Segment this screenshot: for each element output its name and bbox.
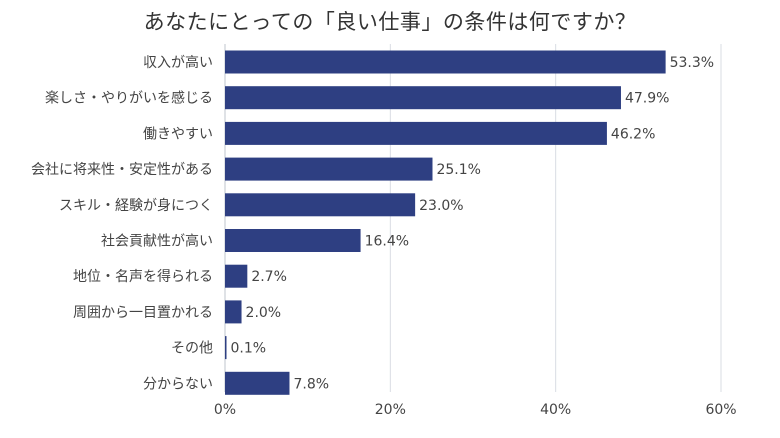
bar (225, 336, 227, 360)
category-label: 分からない (143, 376, 213, 392)
category-label: 周囲から一目置かれる (73, 305, 213, 321)
x-tick-label: 20% (375, 402, 406, 418)
bar (225, 264, 248, 288)
category-label: 社会貢献性が高い (101, 233, 213, 250)
bar (225, 86, 621, 110)
category-label: 地位・名声を得られる (73, 268, 213, 285)
category-label: その他 (171, 341, 213, 357)
x-tick-label: 60% (705, 402, 736, 418)
data-label: 25.1% (436, 162, 480, 178)
data-label: 7.8% (293, 376, 329, 392)
bar (225, 229, 361, 252)
bar (225, 371, 290, 395)
data-label: 53.3% (670, 55, 714, 71)
bar (225, 193, 416, 217)
x-tick-label: 40% (540, 402, 571, 418)
category-label: 収入が高い (143, 54, 213, 71)
bar (225, 300, 242, 324)
bar (225, 50, 666, 74)
category-label: スキル・経験が身につく (59, 198, 213, 214)
data-label: 46.2% (611, 126, 655, 142)
category-label: 会社に将来性・安定性がある (31, 162, 213, 178)
bar (225, 157, 433, 181)
data-label: 47.9% (625, 91, 669, 107)
data-label: 23.0% (419, 198, 463, 214)
category-label: 働きやすい (143, 126, 213, 142)
category-label: 楽しさ・やりがいを感じる (45, 90, 213, 107)
data-label: 2.7% (251, 269, 287, 285)
chart-title: あなたにとっての「良い仕事」の条件は何ですか？ (143, 10, 637, 34)
x-tick-label: 0% (214, 402, 236, 418)
data-label: 16.4% (365, 234, 409, 250)
data-label: 0.1% (231, 341, 267, 357)
bar (225, 121, 607, 145)
data-label: 2.0% (246, 305, 282, 321)
